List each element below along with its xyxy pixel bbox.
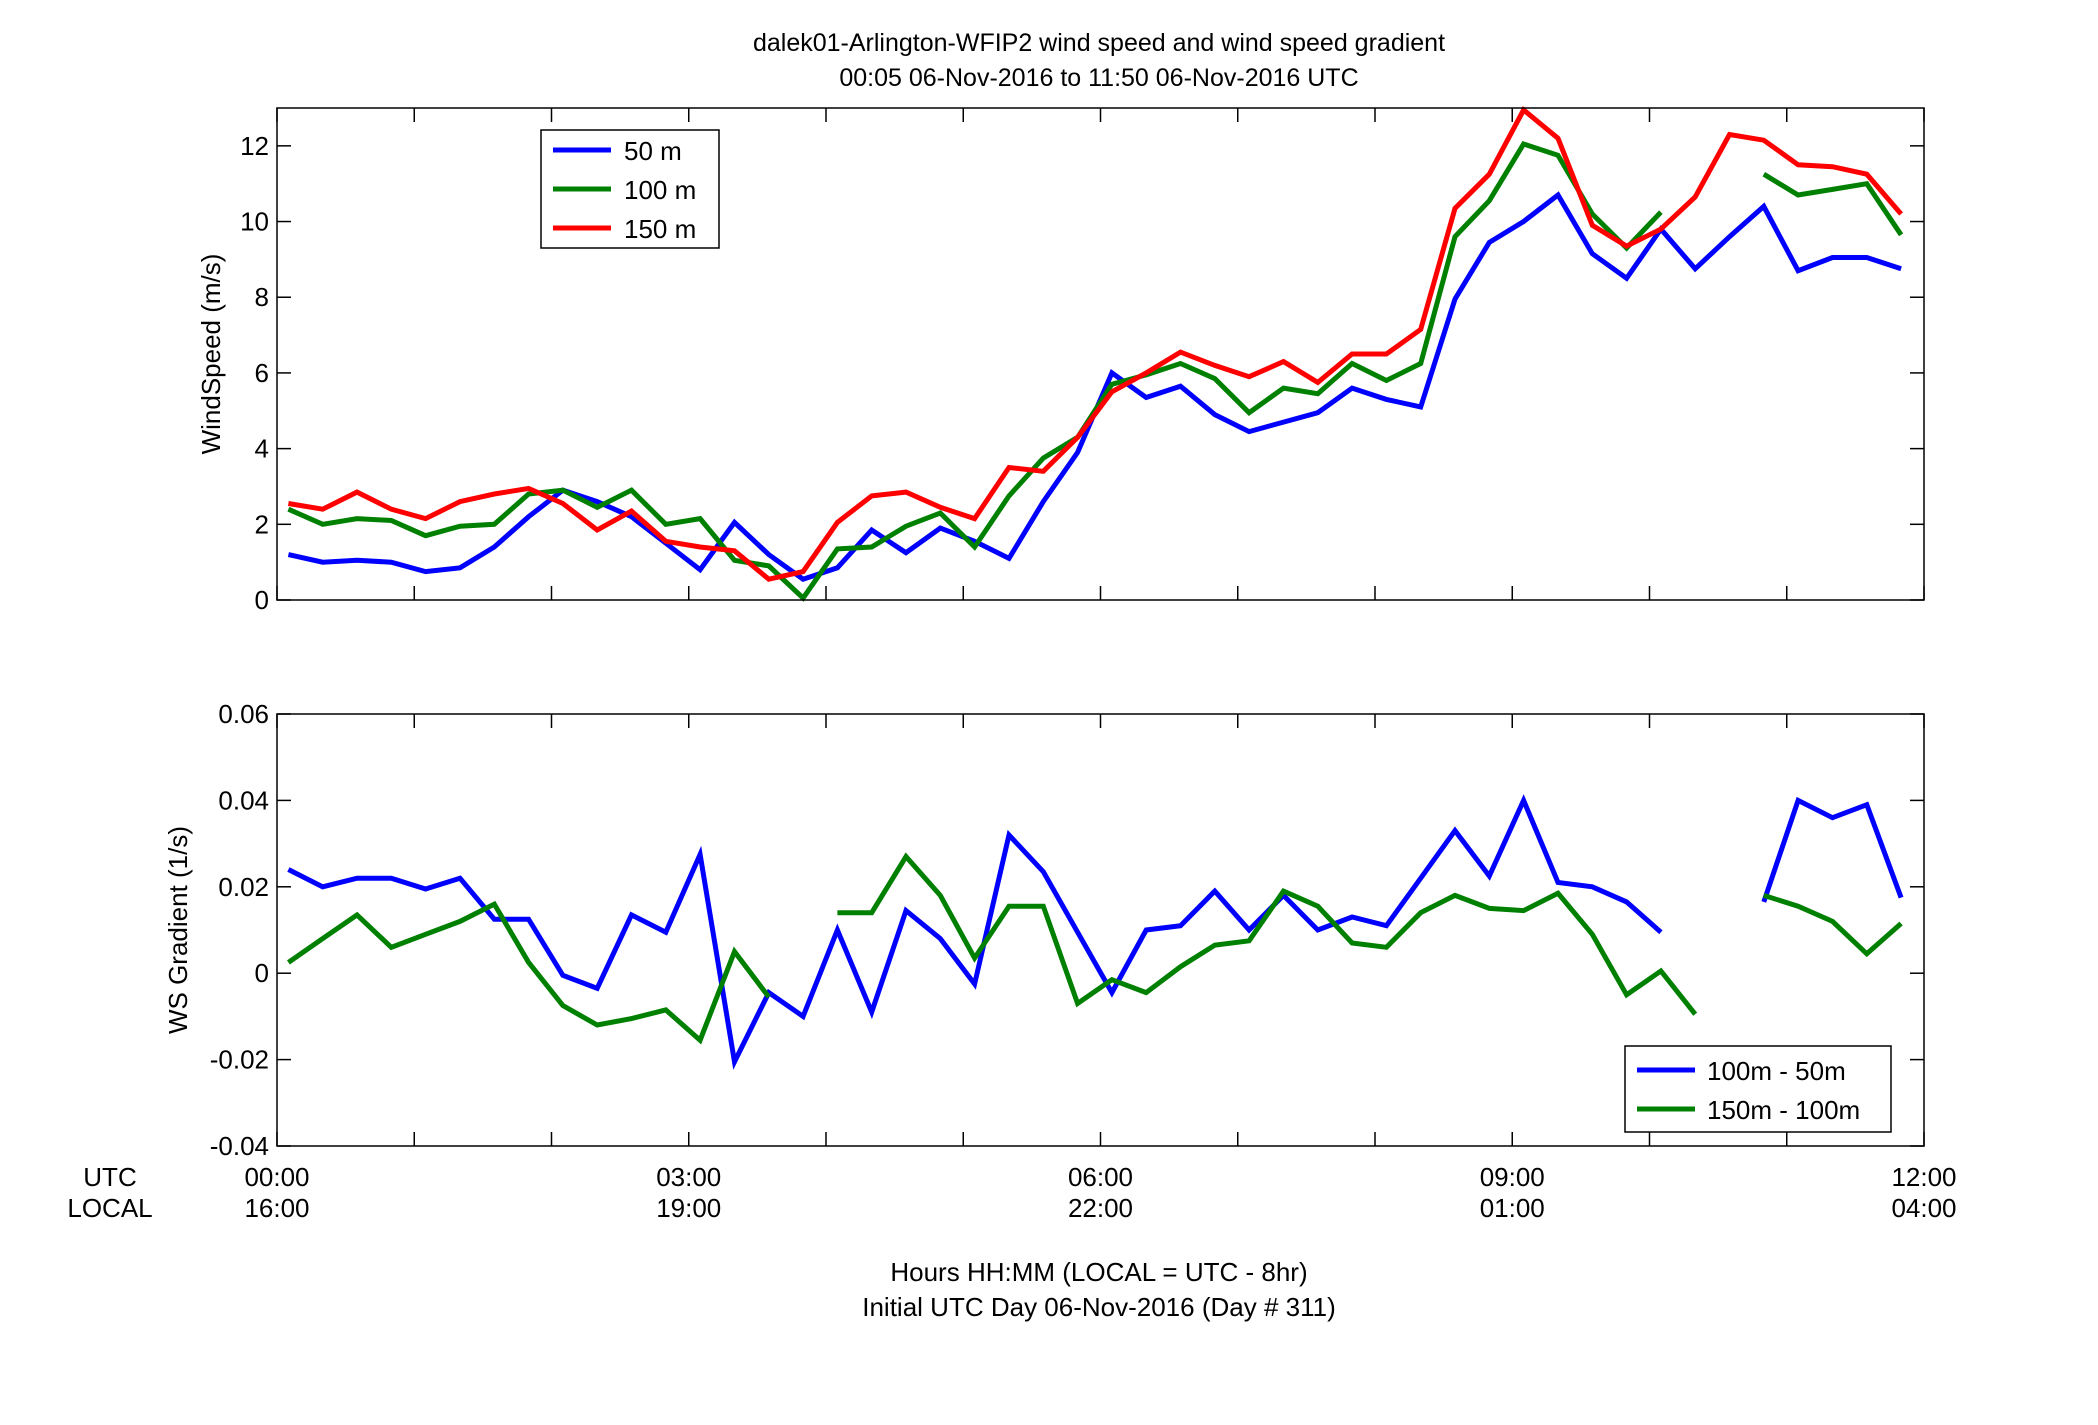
wind-speed-y-tick-label: 12 <box>240 131 269 161</box>
legend-label-150m: 150 m <box>624 214 696 244</box>
x-tick-label-local: 16:00 <box>244 1193 309 1223</box>
gradient-series-1 <box>286 852 1903 1045</box>
gradient-series-group <box>286 794 1904 1070</box>
gradient-y-tick-label: 0.04 <box>218 785 269 815</box>
x-row-label-utc: UTC <box>83 1162 136 1192</box>
gradient-y-tick-label: -0.02 <box>210 1045 269 1075</box>
wind-speed-ticks: 0 2 4 6 8 10 12 <box>240 108 1925 615</box>
figure-title-line1: dalek01-Arlington-WFIP2 wind speed and w… <box>753 29 1445 57</box>
wind-speed-panel: 0 2 4 6 8 10 12 WindSpeed (m/s) 50 m 100 m 150… <box>196 106 1925 615</box>
x-row-label-local: LOCAL <box>67 1193 152 1223</box>
legend-label-100m-50m: 100m - 50m <box>1707 1056 1846 1086</box>
gradient-series-line <box>1763 893 1903 958</box>
x-tick-label-utc: 03:00 <box>656 1162 721 1192</box>
gradient-series-line <box>287 794 1663 1070</box>
wind-speed-series-1 <box>287 141 1904 602</box>
wind-speed-y-tick-label: 10 <box>240 207 269 237</box>
wind-speed-series-0 <box>287 191 1902 582</box>
gradient-panel: -0.04 -0.02 0 0.02 0.04 0.06 WS Gradient (1/s… <box>163 699 1925 1161</box>
gradient-y-tick-label: 0.02 <box>218 872 269 902</box>
wind-speed-series-group <box>287 106 1904 602</box>
gradient-ticks: -0.04 -0.02 0 0.02 0.04 0.06 <box>210 699 1925 1161</box>
wind-speed-plot-frame <box>276 107 1925 601</box>
x-tick-label-utc: 09:00 <box>1480 1162 1545 1192</box>
wind-speed-y-tick-label: 2 <box>255 509 269 539</box>
wind-speed-y-axis-label: WindSpeed (m/s) <box>196 254 226 455</box>
gradient-series-line <box>286 900 771 1045</box>
x-tick-label-utc: 12:00 <box>1891 1162 1956 1192</box>
gradient-y-axis-label: WS Gradient (1/s) <box>163 826 193 1034</box>
x-tick-label-utc: 00:00 <box>244 1162 309 1192</box>
x-tick-label-local: 22:00 <box>1068 1193 1133 1223</box>
wind-speed-legend: 50 m 100 m 150 m <box>540 129 720 249</box>
wind-speed-series-line <box>287 141 1663 602</box>
figure-title-line2: 00:05 06-Nov-2016 to 11:50 06-Nov-2016 U… <box>839 64 1358 92</box>
wind-speed-y-tick-label: 4 <box>255 434 269 464</box>
wind-speed-y-tick-label: 8 <box>255 282 269 312</box>
wind-speed-y-tick-label: 6 <box>255 358 269 388</box>
legend-label-150m-100m: 150m - 100m <box>1707 1095 1860 1125</box>
footer-line1: Hours HH:MM (LOCAL = UTC - 8hr) <box>890 1257 1307 1287</box>
gradient-y-tick-label: -0.04 <box>210 1131 269 1161</box>
legend-label-100m: 100 m <box>624 175 696 205</box>
gradient-series-line <box>1761 796 1904 903</box>
wind-speed-series-line <box>1762 172 1904 237</box>
x-tick-label-local: 04:00 <box>1891 1193 1956 1223</box>
x-tick-label-local: 01:00 <box>1480 1193 1545 1223</box>
gradient-legend-box <box>1624 1045 1892 1133</box>
gradient-series-line <box>837 852 1698 1016</box>
legend-label-50m: 50 m <box>624 136 682 166</box>
wind-speed-series-2 <box>287 106 1903 582</box>
footer-line2: Initial UTC Day 06-Nov-2016 (Day # 311) <box>862 1292 1335 1322</box>
wind-speed-series-line <box>287 191 1902 582</box>
gradient-series-0 <box>287 794 1904 1070</box>
x-tick-label-local: 19:00 <box>656 1193 721 1223</box>
x-tick-label-utc: 06:00 <box>1068 1162 1133 1192</box>
gradient-legend: 100m - 50m 150m - 100m <box>1624 1045 1892 1133</box>
wind-speed-y-tick-label: 0 <box>255 585 269 615</box>
wind-speed-series-line <box>287 106 1903 582</box>
gradient-y-tick-label: 0 <box>255 958 269 988</box>
gradient-y-tick-label: 0.06 <box>218 699 269 729</box>
